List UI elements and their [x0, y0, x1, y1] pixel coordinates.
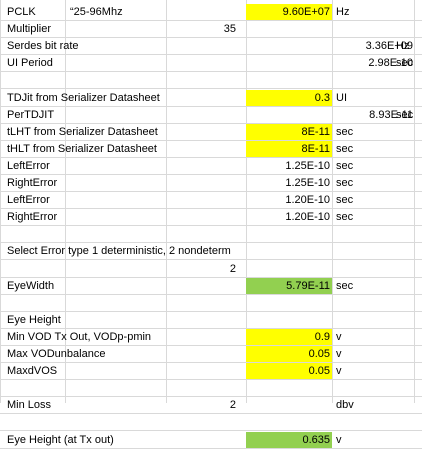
table-row	[0, 72, 422, 90]
table-row: Eye Height	[0, 312, 422, 329]
cell-far-value[interactable]: 8.93E-11	[369, 108, 413, 121]
cell-far-unit[interactable]: sec	[396, 57, 414, 70]
cell-unit[interactable]: sec	[336, 194, 354, 207]
grid-line	[65, 0, 66, 403]
cell-unit[interactable]: UI	[336, 91, 347, 104]
cell-value[interactable]: 8E-11	[246, 140, 332, 157]
cell-value[interactable]: 1.25E-10	[285, 177, 330, 189]
table-row: Max VODunbalance 0.05 v	[0, 346, 422, 363]
cell-value[interactable]: 0.05	[246, 363, 332, 380]
cell-unit[interactable]: v	[336, 330, 342, 343]
table-row: EyeWidth 5.79E-11 sec	[0, 277, 422, 295]
table-row	[0, 380, 422, 398]
cell-unit[interactable]: sec	[336, 211, 354, 224]
cell-value[interactable]: 0.635	[246, 431, 332, 448]
table-row: Select Error type 1 deterministic, 2 non…	[0, 243, 422, 261]
table-row: LeftError 1.25E-10 sec	[0, 158, 422, 175]
table-row	[0, 414, 422, 432]
cell-far-value[interactable]: 3.36E+09	[365, 40, 413, 53]
cell-value[interactable]: 1.20E-10	[285, 211, 330, 224]
table-row	[0, 226, 422, 244]
cell-label[interactable]: RightError	[7, 211, 58, 224]
cell-label[interactable]: Select Error type 1 deterministic, 2 non…	[7, 245, 231, 258]
cell-value[interactable]: 0.9	[246, 328, 332, 345]
table-row: Multiplier 35	[0, 21, 422, 39]
cell-label[interactable]: UI Period	[7, 57, 53, 70]
cell-value[interactable]: 1.25E-10	[285, 159, 330, 172]
grid-line	[414, 0, 415, 403]
cell-unit[interactable]: sec	[336, 159, 354, 172]
cell-far-unit[interactable]: Hz	[396, 40, 410, 53]
cell-label[interactable]: Max VODunbalance	[7, 348, 106, 360]
cell-value[interactable]: 5.79E-11	[246, 277, 332, 294]
grid-line	[246, 0, 247, 403]
table-row: TDJit from Serializer Datasheet 0.3 UI	[0, 89, 422, 107]
table-row: Min VOD Tx Out, VODp-pmin 0.9 v	[0, 328, 422, 346]
table-row: MaxdVOS 0.05 v	[0, 363, 422, 381]
grid-line	[166, 0, 167, 403]
cell-value[interactable]: 1.20E-10	[285, 194, 330, 207]
cell-unit[interactable]: Hz	[336, 6, 350, 18]
cell-label[interactable]: MaxdVOS	[7, 365, 58, 378]
cell-label[interactable]: Min VOD Tx Out, VODp-pmin	[7, 330, 152, 343]
grid-line	[332, 0, 333, 403]
cell-label[interactable]: Multiplier	[7, 23, 52, 36]
cell-label[interactable]: Eye Height (at Tx out)	[7, 433, 114, 446]
table-row: RightError 1.20E-10 sec	[0, 209, 422, 227]
table-row: tLHT from Serializer Datasheet 8E-11 sec	[0, 123, 422, 141]
cell-value[interactable]: 9.60E+07	[246, 4, 332, 20]
cell-mid-value[interactable]: 2	[229, 399, 236, 412]
cell-unit[interactable]: sec	[336, 125, 354, 138]
cell-label[interactable]: PCLK	[7, 6, 36, 18]
table-row: RightError 1.25E-10 sec	[0, 175, 422, 192]
cell-note[interactable]: “25-96Mhz	[70, 6, 123, 18]
cell-label[interactable]: RightError	[7, 177, 58, 189]
table-row	[0, 295, 422, 312]
cell-unit[interactable]: v	[336, 365, 342, 378]
table-row: tHLT from Serializer Datasheet 8E-11 sec	[0, 140, 422, 158]
cell-unit[interactable]: sec	[336, 279, 354, 292]
cell-far-unit[interactable]: sec	[396, 108, 414, 121]
cell-value[interactable]: 0.3	[246, 89, 332, 106]
table-row: LeftError 1.20E-10 sec	[0, 192, 422, 210]
cell-label[interactable]: PerTDJIT	[7, 108, 55, 121]
table-row: PerTDJIT 8.93E-11 sec	[0, 107, 422, 124]
table-row: PCLK “25-96Mhz 9.60E+07 Hz	[0, 4, 422, 21]
cell-unit[interactable]: dbv	[336, 399, 354, 412]
cell-far-value[interactable]: 2.98E-10	[368, 57, 413, 70]
cell-label[interactable]: EyeWidth	[7, 279, 55, 292]
table-row: Serdes bit rate 3.36E+09 Hz	[0, 38, 422, 56]
cell-unit[interactable]: sec	[336, 177, 354, 189]
cell-label[interactable]: tLHT from Serializer Datasheet	[7, 125, 158, 138]
cell-unit[interactable]: v	[336, 433, 342, 446]
table-row: Min Loss 2 dbv	[0, 397, 422, 415]
table-row: 2	[0, 261, 422, 278]
cell-label[interactable]: TDJit from Serializer Datasheet	[7, 91, 160, 104]
cell-mid-value[interactable]: 2	[229, 262, 236, 275]
table-row: Eye Height (at Tx out) 0.635 v	[0, 431, 422, 449]
cell-unit[interactable]: sec	[336, 142, 354, 155]
cell-label[interactable]: Serdes bit rate	[7, 40, 79, 53]
cell-unit[interactable]: v	[336, 348, 342, 360]
cell-value[interactable]: 0.05	[246, 346, 332, 362]
table-row: UI Period 2.98E-10 sec	[0, 55, 422, 73]
cell-label[interactable]: Min Loss	[7, 399, 52, 412]
cell-label[interactable]: LeftError	[7, 194, 50, 207]
grid-line	[0, 0, 1, 403]
cell-value[interactable]: 8E-11	[246, 123, 332, 140]
cell-label[interactable]: LeftError	[7, 159, 50, 172]
cell-label[interactable]: tHLT from Serializer Datasheet	[7, 142, 157, 155]
cell-mid-value[interactable]: 35	[223, 23, 236, 36]
cell-label[interactable]: Eye Height	[7, 313, 61, 326]
